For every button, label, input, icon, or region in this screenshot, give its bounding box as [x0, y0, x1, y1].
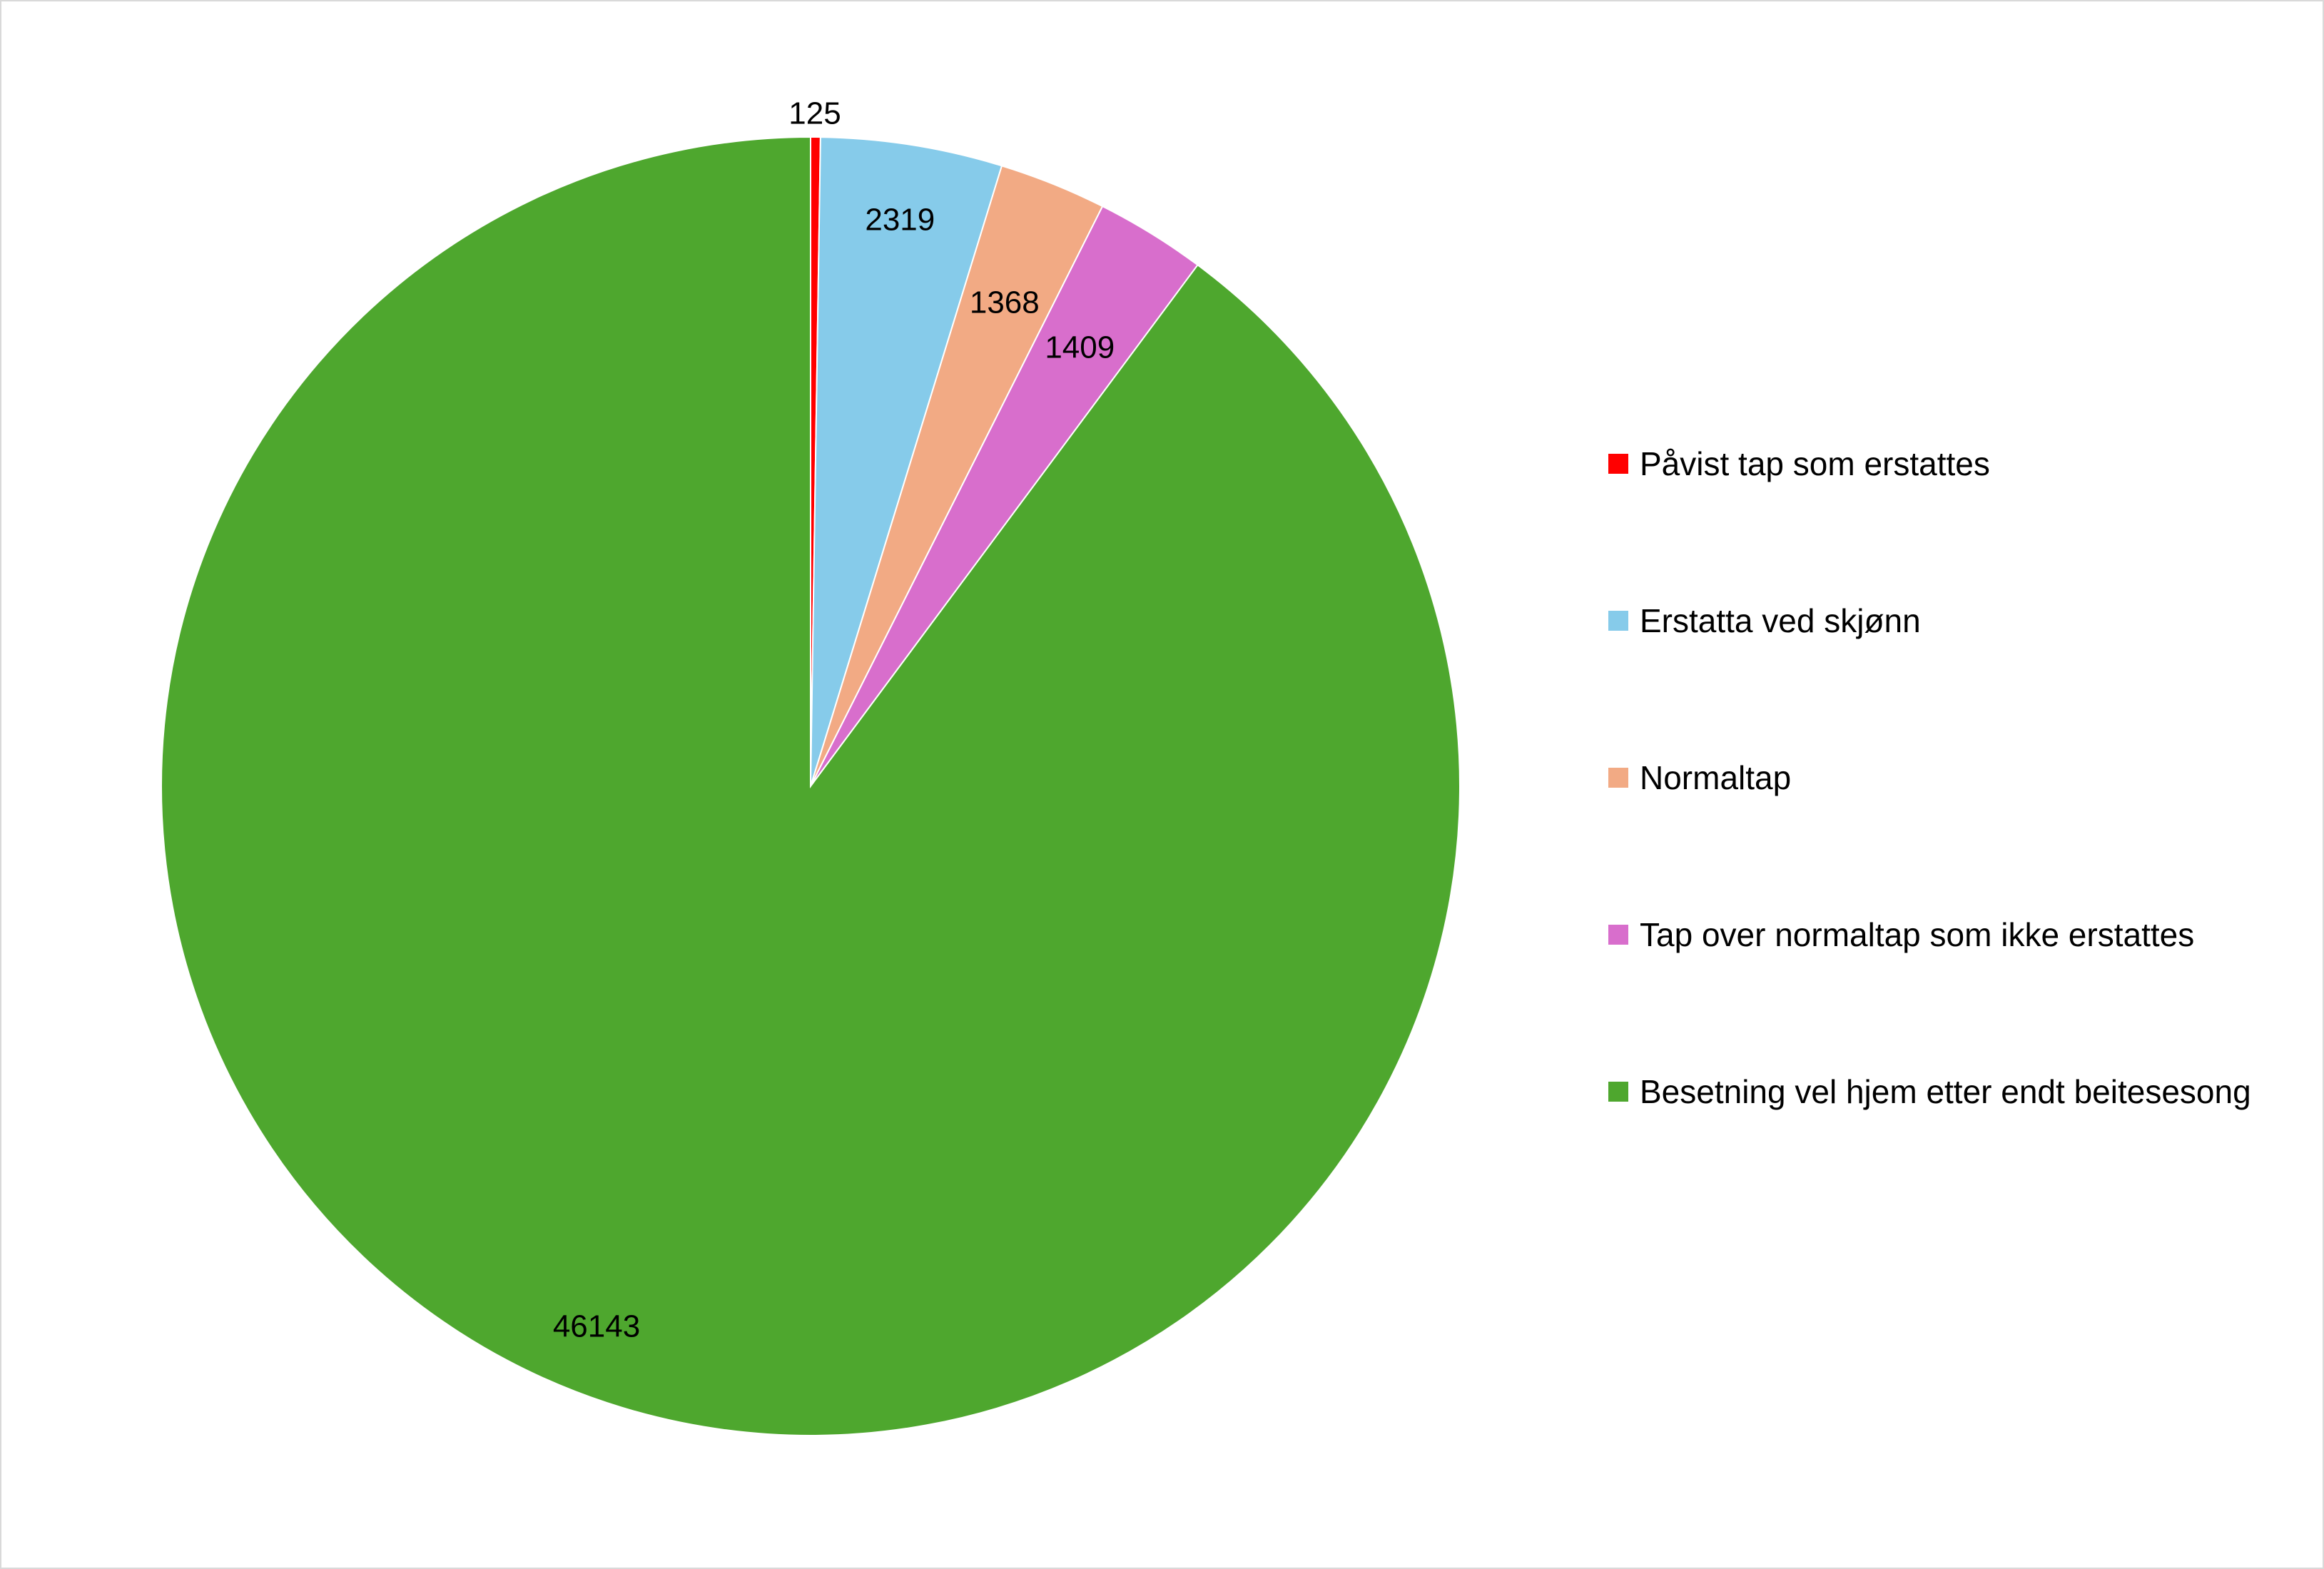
legend-swatch-2: [1608, 611, 1628, 631]
data-label-2: 2319: [865, 203, 935, 238]
legend-item-3: Normaltap: [1608, 758, 2251, 798]
legend-item-1: Påvist tap som erstattes: [1608, 444, 2251, 484]
legend-label-3: Normaltap: [1640, 759, 1792, 796]
pie-slice-5: [161, 136, 1461, 1436]
legend-swatch-5: [1608, 1082, 1628, 1102]
legend-swatch-3: [1608, 768, 1628, 788]
legend-label-1: Påvist tap som erstattes: [1640, 445, 1990, 482]
legend-label-5: Besetning vel hjem etter endt beiteseson…: [1640, 1073, 2251, 1110]
legend-item-2: Erstatta ved skjønn: [1608, 601, 2251, 641]
legend-swatch-4: [1608, 925, 1628, 945]
legend: Påvist tap som erstattes Erstatta ved skj…: [1608, 444, 2251, 1229]
legend-label-4: Tap over normaltap som ikke erstattes: [1640, 916, 2195, 953]
legend-item-4: Tap over normaltap som ikke erstattes: [1608, 915, 2251, 955]
data-label-1: 125: [788, 96, 841, 131]
legend-swatch-1: [1608, 454, 1628, 474]
legend-item-5: Besetning vel hjem etter endt beiteseson…: [1608, 1072, 2251, 1112]
data-label-3: 1368: [970, 285, 1040, 320]
pie-slice-2: [810, 136, 1003, 787]
data-label-4: 1409: [1045, 330, 1115, 365]
legend-label-2: Erstatta ved skjønn: [1640, 602, 1921, 639]
data-label-5: 46143: [553, 1309, 640, 1344]
